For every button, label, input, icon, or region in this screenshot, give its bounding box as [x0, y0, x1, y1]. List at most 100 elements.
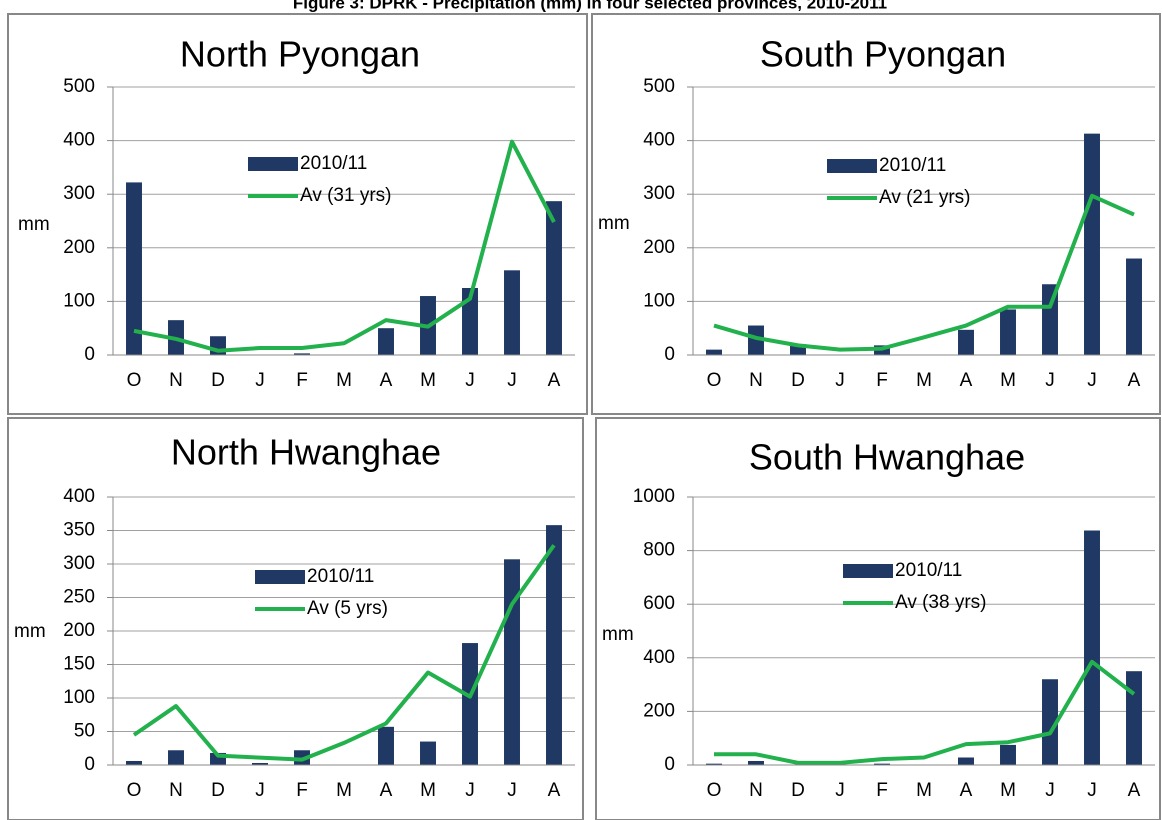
y-tick-label: 400	[643, 647, 675, 668]
x-tick-label: A	[548, 780, 561, 801]
y-tick-label: 300	[63, 553, 95, 574]
x-tick-label: F	[876, 370, 888, 391]
figure-title: Figure 3: DPRK - Precipitation (mm) in f…	[293, 0, 887, 12]
bar	[790, 344, 806, 355]
chart-title: North Pyongan	[180, 34, 420, 75]
x-tick-label: J	[465, 780, 475, 801]
x-tick-label: N	[749, 780, 763, 801]
legend-label: Av (5 yrs)	[307, 598, 388, 619]
y-tick-label: 800	[643, 540, 675, 561]
x-tick-label: A	[548, 370, 561, 391]
bar	[748, 760, 764, 765]
bar	[420, 741, 436, 765]
chart-title: South Hwanghae	[749, 437, 1025, 478]
bar	[1042, 284, 1058, 355]
line	[133, 139, 556, 353]
y-tick-label: 200	[63, 620, 95, 641]
y-tick-label: 500	[643, 76, 675, 97]
x-tick-label: A	[1128, 370, 1141, 391]
y-axis-label: mm	[602, 624, 634, 645]
x-tick-label: O	[127, 780, 142, 801]
x-tick-label: M	[1000, 780, 1016, 801]
y-tick-label: 100	[643, 290, 675, 311]
y-tick-label: 50	[74, 721, 95, 742]
y-tick-label: 600	[643, 593, 675, 614]
legend-label: Av (38 yrs)	[895, 592, 987, 613]
bar	[958, 757, 974, 765]
y-tick-label: 200	[643, 700, 675, 721]
x-tick-label: A	[380, 370, 393, 391]
x-tick-label: F	[876, 780, 888, 801]
y-tick-label: 0	[664, 754, 675, 775]
x-tick-label: J	[255, 370, 265, 391]
legend-label: 2010/11	[879, 155, 946, 176]
x-tick-label: J	[255, 780, 265, 801]
x-tick-label: D	[791, 780, 805, 801]
panel-border	[595, 417, 1161, 820]
bar	[504, 559, 520, 765]
line	[132, 544, 556, 762]
bar	[1126, 671, 1142, 765]
bar	[378, 328, 394, 355]
x-tick-label: M	[336, 780, 352, 801]
bar	[252, 762, 268, 765]
bar	[462, 643, 478, 765]
x-tick-label: M	[916, 780, 932, 801]
legend-label: 2010/11	[895, 560, 962, 581]
x-tick-label: J	[507, 780, 517, 801]
x-tick-label: F	[296, 780, 308, 801]
bar	[1126, 258, 1142, 355]
bar	[748, 325, 764, 355]
y-tick-label: 1000	[633, 486, 675, 507]
y-axis-label: mm	[598, 213, 630, 234]
legend-label: Av (21 yrs)	[879, 187, 971, 208]
x-tick-label: M	[420, 780, 436, 801]
bar	[958, 329, 974, 355]
x-tick-label: M	[336, 370, 352, 391]
legend-label: 2010/11	[307, 566, 374, 587]
y-tick-label: 400	[643, 130, 675, 151]
legend-swatch	[248, 157, 298, 171]
bar	[546, 525, 562, 765]
x-tick-label: N	[169, 780, 183, 801]
x-tick-label: J	[507, 370, 517, 391]
y-tick-label: 300	[643, 183, 675, 204]
y-tick-label: 500	[63, 76, 95, 97]
y-tick-label: 350	[63, 520, 95, 541]
x-tick-label: M	[420, 370, 436, 391]
x-tick-label: D	[791, 370, 805, 391]
bar	[126, 182, 142, 355]
y-tick-label: 150	[63, 654, 95, 675]
bar	[1084, 133, 1100, 355]
x-tick-label: A	[960, 780, 973, 801]
bar	[546, 201, 562, 355]
x-tick-label: A	[1128, 780, 1141, 801]
bar	[378, 726, 394, 765]
x-tick-label: O	[707, 370, 722, 391]
bar	[1000, 309, 1016, 355]
panel-border	[7, 13, 588, 415]
y-tick-label: 400	[63, 130, 95, 151]
x-tick-label: N	[749, 370, 763, 391]
y-tick-label: 300	[63, 183, 95, 204]
legend-swatch	[255, 570, 305, 584]
x-tick-label: O	[707, 780, 722, 801]
x-tick-label: J	[1087, 370, 1097, 391]
x-tick-label: D	[211, 370, 225, 391]
bar	[1000, 744, 1016, 765]
y-tick-label: 0	[664, 344, 675, 365]
x-tick-label: F	[296, 370, 308, 391]
bar	[706, 763, 722, 765]
y-tick-label: 0	[84, 754, 95, 775]
y-tick-label: 400	[63, 486, 95, 507]
y-tick-label: 250	[63, 587, 95, 608]
x-tick-label: J	[1045, 780, 1055, 801]
legend-label: Av (31 yrs)	[300, 185, 392, 206]
y-tick-label: 100	[63, 290, 95, 311]
bar	[1042, 679, 1058, 765]
legend-swatch	[827, 159, 877, 173]
chart-title: South Pyongan	[760, 34, 1006, 75]
x-tick-label: J	[1087, 780, 1097, 801]
chart-title: North Hwanghae	[171, 432, 441, 473]
